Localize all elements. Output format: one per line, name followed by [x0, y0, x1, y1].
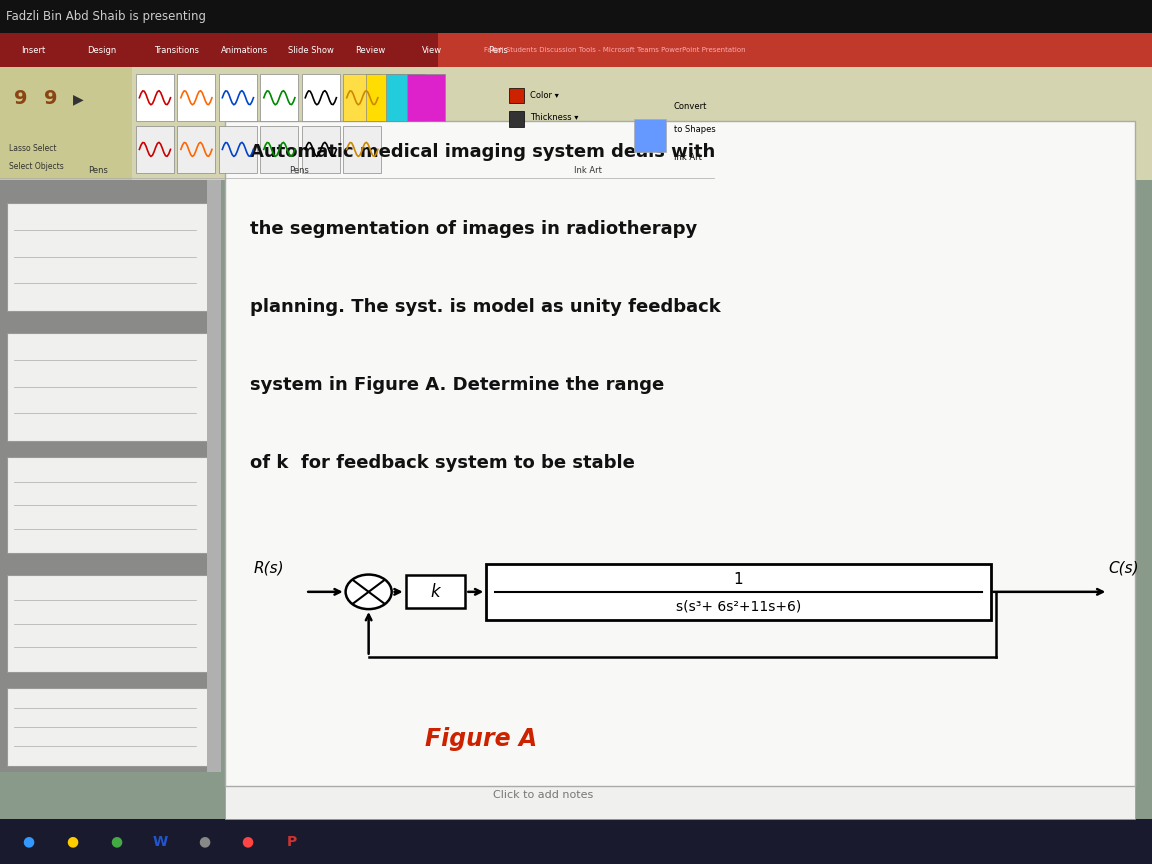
Text: Animations: Animations — [221, 46, 268, 54]
Text: Convert: Convert — [674, 102, 707, 111]
Bar — [366, 74, 404, 121]
Bar — [486, 564, 991, 620]
Text: W: W — [152, 835, 168, 848]
Bar — [634, 119, 666, 152]
Bar — [343, 126, 381, 173]
Text: Click to add notes: Click to add notes — [493, 791, 593, 800]
Bar — [136, 126, 174, 173]
FancyBboxPatch shape — [7, 688, 209, 766]
Text: the segmentation of images in radiotherapy: the segmentation of images in radiothera… — [250, 220, 697, 238]
Text: Pens: Pens — [88, 167, 108, 175]
FancyBboxPatch shape — [225, 772, 1135, 819]
Text: Lasso Select: Lasso Select — [9, 143, 56, 153]
Text: Thickness ▾: Thickness ▾ — [530, 113, 578, 123]
FancyBboxPatch shape — [0, 33, 1152, 67]
Text: P: P — [287, 835, 296, 848]
Text: 9: 9 — [44, 89, 58, 108]
FancyBboxPatch shape — [0, 180, 213, 772]
FancyBboxPatch shape — [0, 67, 132, 180]
Bar — [219, 126, 257, 173]
Text: Slide Show: Slide Show — [288, 46, 334, 54]
Bar — [177, 126, 215, 173]
Text: to Shapes: to Shapes — [674, 124, 715, 134]
Text: ●: ● — [111, 835, 122, 848]
FancyBboxPatch shape — [0, 0, 1152, 33]
Text: Fadzli Students Discussion Tools - Microsoft Teams PowerPoint Presentation: Fadzli Students Discussion Tools - Micro… — [484, 48, 745, 53]
Text: of k  for feedback system to be stable: of k for feedback system to be stable — [250, 454, 635, 472]
Text: ●: ● — [198, 835, 210, 848]
Text: system in Figure A. Determine the range: system in Figure A. Determine the range — [250, 376, 665, 394]
FancyBboxPatch shape — [225, 121, 1135, 786]
Text: View: View — [422, 46, 441, 54]
Text: planning. The syst. is model as unity feedback: planning. The syst. is model as unity fe… — [250, 298, 721, 316]
Bar — [219, 74, 257, 121]
Text: Design: Design — [88, 46, 116, 54]
Text: 1: 1 — [734, 572, 743, 588]
Text: ●: ● — [23, 835, 35, 848]
Bar — [302, 74, 340, 121]
Text: Select Objects: Select Objects — [9, 162, 65, 171]
Text: C(s): C(s) — [1108, 560, 1139, 575]
FancyBboxPatch shape — [7, 202, 209, 311]
Text: Automatic medical imaging system deals with: Automatic medical imaging system deals w… — [250, 143, 715, 161]
Text: R(s): R(s) — [253, 560, 285, 575]
Bar — [509, 111, 524, 127]
Text: Figure A: Figure A — [425, 727, 537, 751]
Text: Transitions: Transitions — [154, 46, 199, 54]
FancyBboxPatch shape — [7, 457, 209, 554]
Text: Pens: Pens — [289, 167, 310, 175]
Bar — [387, 74, 425, 121]
Text: Review: Review — [355, 46, 385, 54]
Bar — [207, 180, 221, 772]
Text: s(s³+ 6s²+11s+6): s(s³+ 6s²+11s+6) — [676, 600, 801, 613]
Bar — [406, 575, 465, 608]
Bar — [407, 74, 445, 121]
Bar — [302, 126, 340, 173]
Text: Fadzli Bin Abd Shaib is presenting: Fadzli Bin Abd Shaib is presenting — [6, 10, 206, 23]
Text: ●: ● — [67, 835, 78, 848]
Text: Ink Art: Ink Art — [674, 153, 702, 162]
Bar — [509, 88, 524, 104]
Bar — [136, 74, 174, 121]
Text: 9: 9 — [14, 89, 28, 108]
FancyBboxPatch shape — [7, 575, 209, 672]
Bar — [260, 126, 298, 173]
FancyBboxPatch shape — [438, 33, 1152, 67]
Text: Pens: Pens — [488, 46, 508, 54]
Text: Ink Art: Ink Art — [574, 167, 601, 175]
Bar — [177, 74, 215, 121]
Text: ●: ● — [242, 835, 253, 848]
FancyBboxPatch shape — [0, 67, 1152, 180]
Text: Insert: Insert — [21, 46, 45, 54]
Bar — [260, 74, 298, 121]
FancyBboxPatch shape — [7, 333, 209, 441]
Text: k: k — [431, 583, 440, 600]
Circle shape — [346, 575, 392, 609]
FancyBboxPatch shape — [0, 819, 1152, 864]
Text: Color ▾: Color ▾ — [530, 91, 559, 100]
Bar — [343, 74, 381, 121]
Text: ▶: ▶ — [73, 92, 83, 106]
